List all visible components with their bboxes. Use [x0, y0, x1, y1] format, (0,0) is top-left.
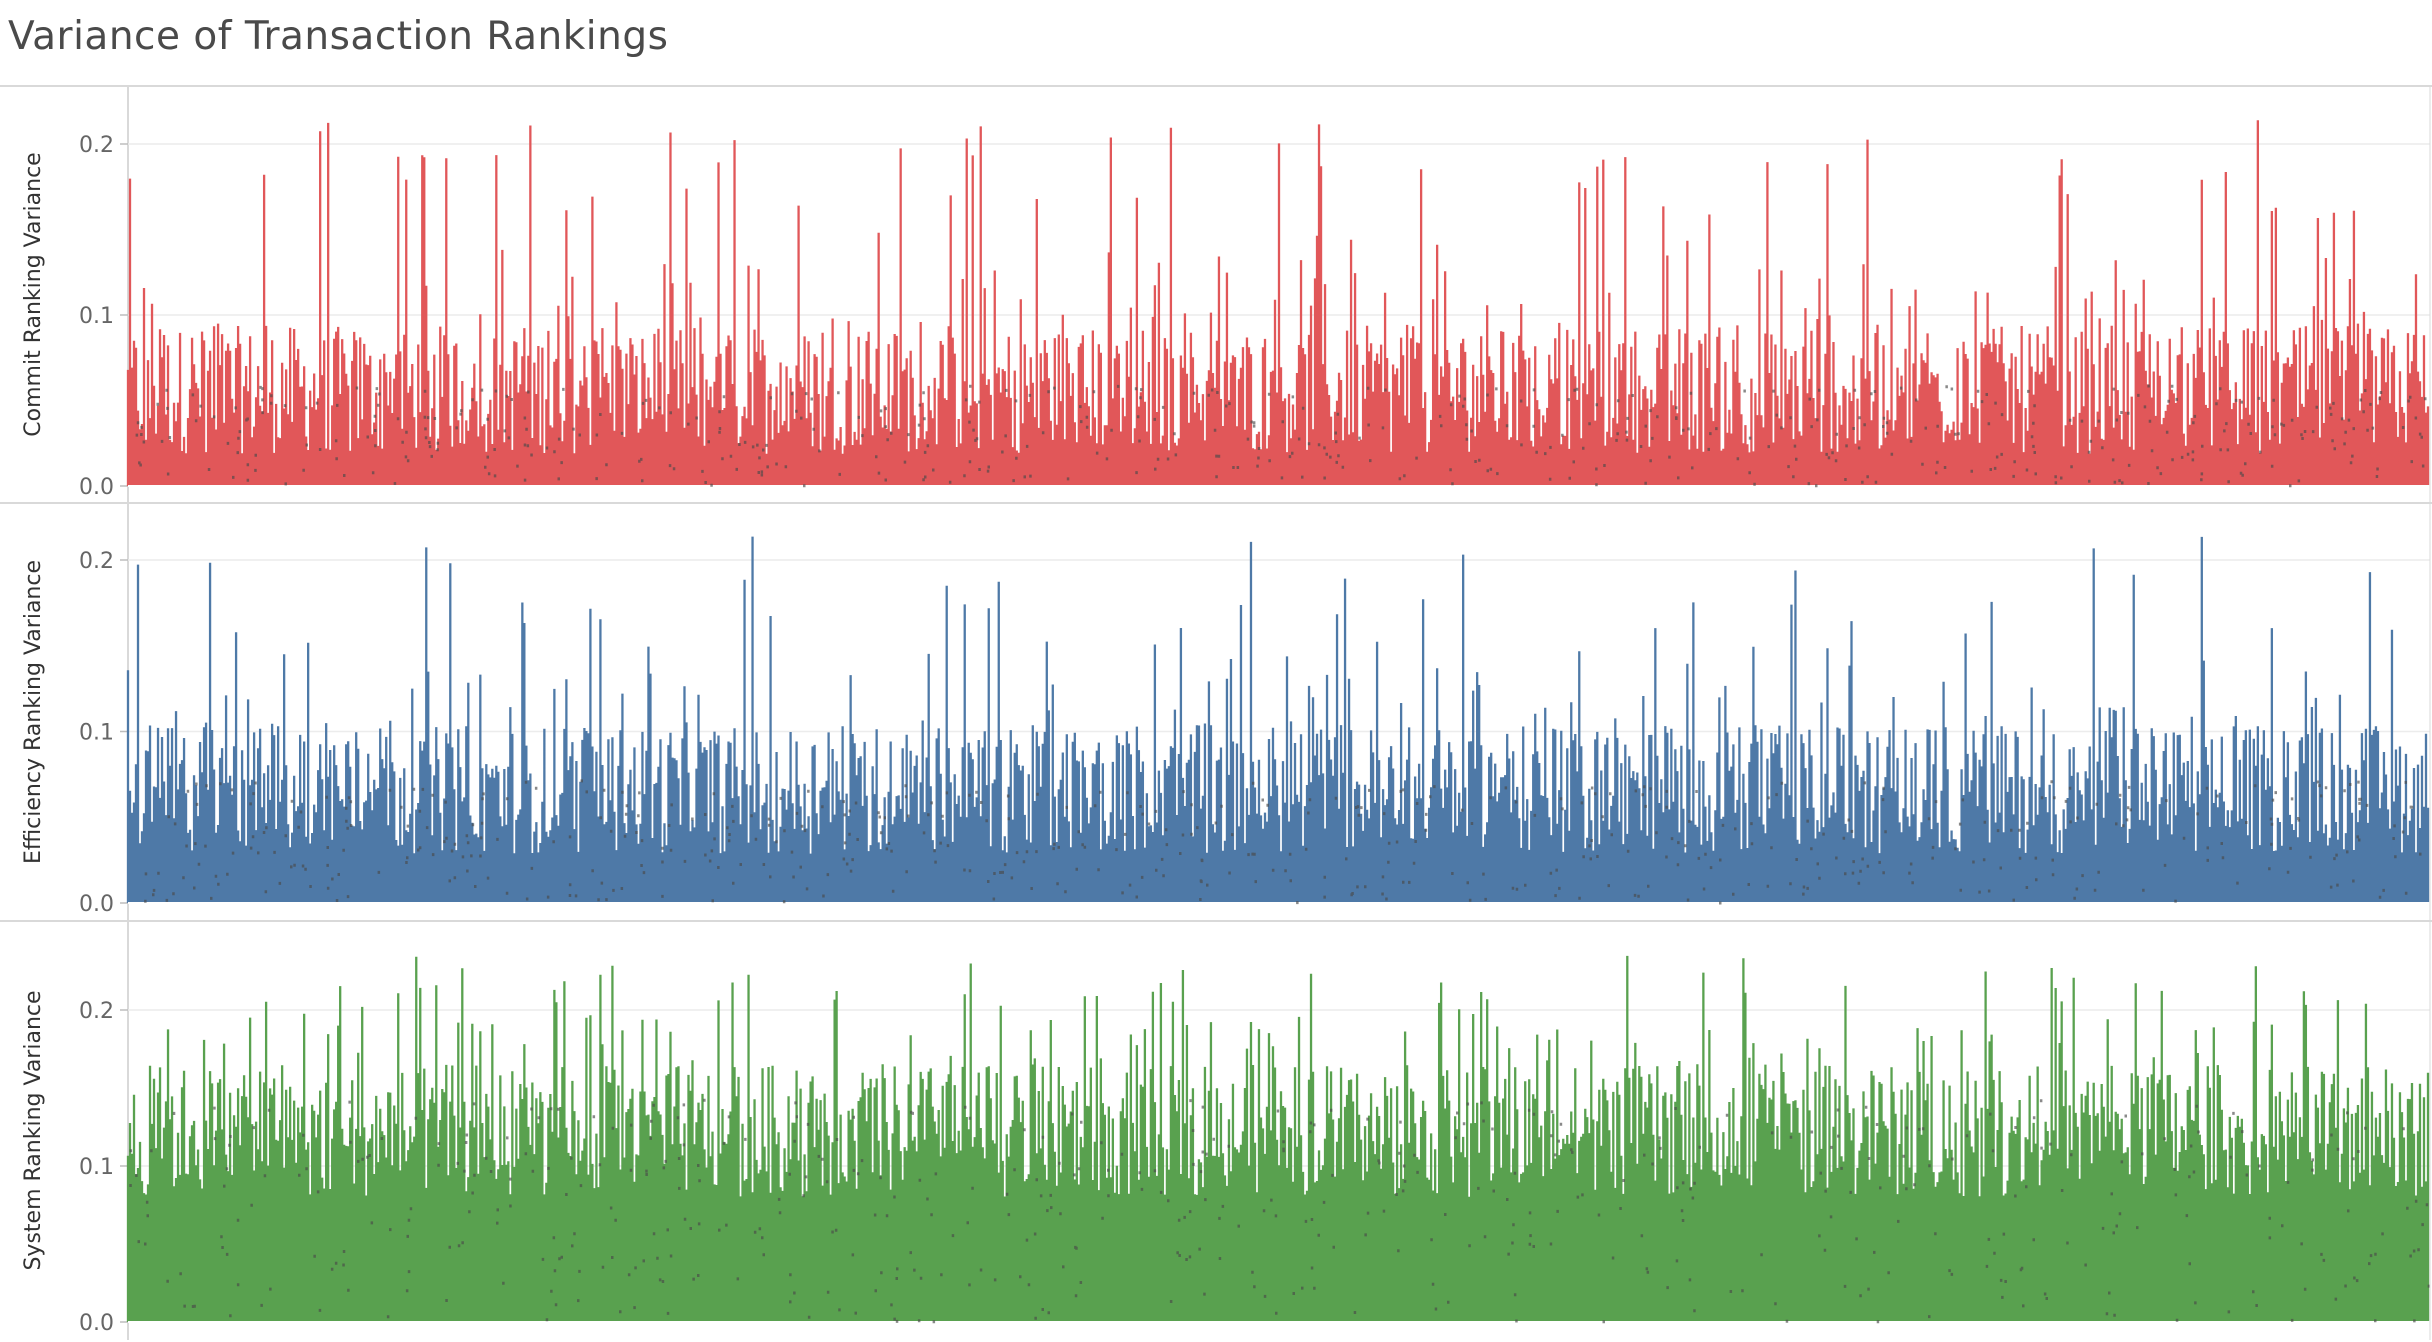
tick-label: 0.1	[79, 304, 114, 329]
tick-label: 0.0	[79, 1311, 114, 1336]
tick-label: 0.1	[79, 721, 114, 746]
data-bars	[126, 120, 2430, 486]
y-axis-label: Commit Ranking Variance	[21, 152, 46, 436]
tick-label: 0.0	[79, 892, 114, 917]
tick-label: 0.2	[79, 133, 114, 158]
y-axis-label: System Ranking Variance	[21, 990, 46, 1270]
tick-label: 0.0	[79, 475, 114, 500]
data-bars	[126, 536, 2430, 903]
tick-label: 0.1	[79, 1155, 114, 1180]
y-axis-label: Efficiency Ranking Variance	[21, 560, 46, 864]
data-bars	[126, 955, 2430, 1322]
tick-label: 0.2	[79, 999, 114, 1024]
chart-title: Variance of Transaction Rankings	[8, 14, 669, 59]
median-marks	[135, 384, 2427, 488]
tick-label: 0.2	[79, 549, 114, 574]
median-marks	[144, 779, 2422, 905]
median-marks	[129, 1098, 2431, 1324]
